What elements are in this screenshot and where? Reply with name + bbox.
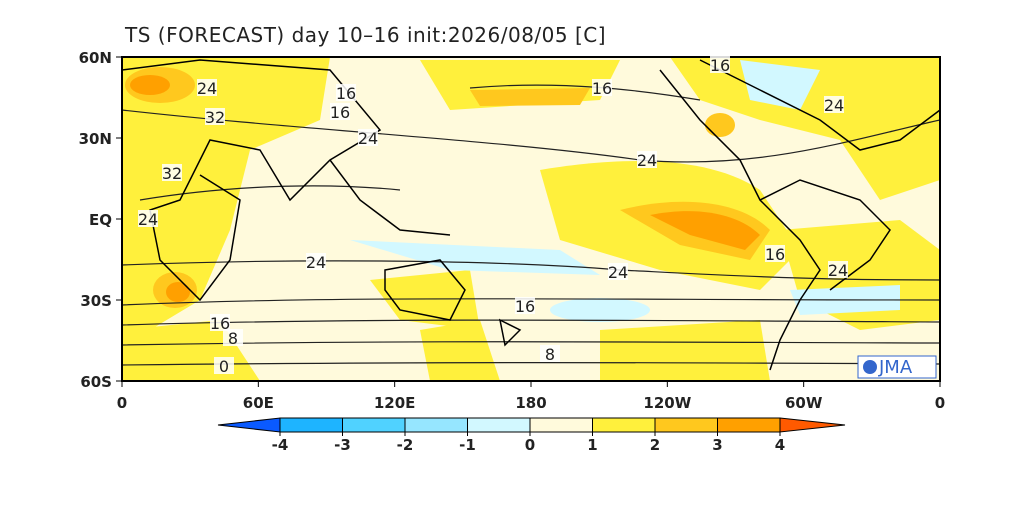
lat-label: EQ — [89, 211, 112, 229]
contour-label-bg — [637, 151, 657, 168]
colorbar-box — [467, 417, 531, 433]
contour-label: 16 — [765, 245, 785, 264]
lon-label: 0 — [935, 394, 945, 412]
contour-label-bg — [592, 79, 612, 96]
contour-label: 8 — [228, 329, 238, 348]
contour-label: 16 — [210, 314, 230, 333]
lon-label: 120W — [643, 394, 691, 412]
contour-label: 0 — [219, 357, 229, 376]
contour-label: 24 — [306, 253, 326, 272]
contour-label-bg — [824, 96, 844, 113]
contour-label-bg — [214, 357, 234, 374]
lon-label: 180 — [515, 394, 546, 412]
colorbar-label: 0 — [525, 436, 535, 454]
lat-label: 60S — [80, 373, 112, 391]
contour-label-bg — [210, 314, 230, 331]
contour-label: 24 — [358, 129, 378, 148]
contour-label: 16 — [515, 297, 535, 316]
colorbar-label: 4 — [775, 436, 785, 454]
contour-label: 24 — [608, 263, 628, 282]
contour-label-bg — [197, 79, 217, 96]
lon-label: 60W — [785, 394, 823, 412]
contour-label-bg — [330, 103, 350, 120]
colorbar-over — [779, 417, 846, 433]
contour-label-bg — [336, 84, 356, 101]
contour-label-bg — [540, 345, 560, 362]
contour-label: 24 — [197, 79, 217, 98]
colorbar-label: 2 — [650, 436, 660, 454]
lon-label: 120E — [374, 394, 416, 412]
colorbar-box — [279, 417, 343, 433]
contour-label: 24 — [824, 96, 844, 115]
contour-label-bg — [205, 108, 225, 125]
contour-label: 16 — [330, 103, 350, 122]
lon-label: 0 — [117, 394, 127, 412]
logo-box — [857, 355, 937, 379]
lat-label: 30S — [80, 292, 112, 310]
contour-label: 8 — [545, 345, 555, 364]
colorbar-label: -4 — [272, 436, 289, 454]
colorbar-label: -3 — [334, 436, 351, 454]
contour-label-bg — [223, 329, 243, 346]
contour-label: 16 — [336, 84, 356, 103]
colorbar-label: 1 — [587, 436, 597, 454]
contour-label-bg — [162, 164, 182, 181]
lat-label: 60N — [79, 49, 112, 67]
contour-label-bg — [306, 253, 326, 270]
contour-label-bg — [515, 297, 535, 314]
contour-label: 24 — [637, 151, 657, 170]
contour-label: 16 — [592, 79, 612, 98]
contour-label-bg — [710, 56, 730, 73]
colorbar-box — [592, 417, 656, 433]
contour-label: 16 — [710, 56, 730, 75]
colorbar-box — [717, 417, 781, 433]
contour-label: 32 — [162, 164, 182, 183]
contour-label: 24 — [828, 261, 848, 280]
colorbar-box — [342, 417, 406, 433]
colorbar-box — [404, 417, 468, 433]
contour-label: 32 — [205, 108, 225, 127]
lat-label: 30N — [79, 130, 112, 148]
title: TS (FORECAST) day 10–16 init:2026/08/05 … — [124, 23, 606, 47]
lon-label: 60E — [243, 394, 274, 412]
colorbar-label: -1 — [459, 436, 476, 454]
colorbar-under — [217, 417, 281, 433]
contour-label-bg — [138, 210, 158, 227]
contour-label-bg — [765, 245, 785, 262]
contour-label-bg — [828, 261, 848, 278]
contour-label-bg — [608, 263, 628, 280]
colorbar-label: -2 — [397, 436, 414, 454]
logo-icon — [863, 360, 877, 374]
colorbar-box — [529, 417, 593, 433]
contour-label-bg — [358, 129, 378, 146]
colorbar-label: 3 — [712, 436, 722, 454]
colorbar-box — [654, 417, 718, 433]
logo: JMA — [878, 357, 913, 378]
contour-label: 24 — [138, 210, 158, 229]
map-field — [122, 57, 940, 381]
